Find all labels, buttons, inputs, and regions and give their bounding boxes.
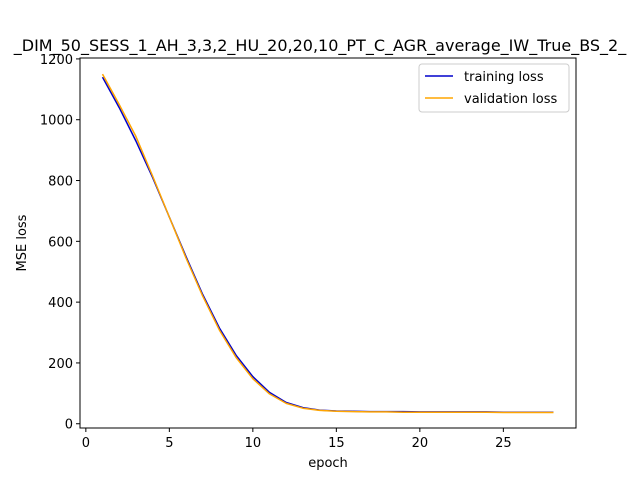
x-axis: 0 5 10 15 20 25 <box>82 428 512 451</box>
legend: training loss validation loss <box>418 63 570 113</box>
plot-lines <box>101 73 554 414</box>
plot-area-frame <box>79 57 577 429</box>
x-tick-label: 15 <box>328 436 345 451</box>
legend-box <box>418 63 570 113</box>
x-axis-label: epoch <box>308 456 348 471</box>
chart-title: _DIM_50_SESS_1_AH_3,3,2_HU_20,20,10_PT_C… <box>13 36 627 56</box>
y-tick-label: 800 <box>48 175 73 190</box>
x-tick-label: 10 <box>245 436 262 451</box>
series-line-training <box>101 76 554 413</box>
y-tick-label: 1000 <box>40 114 73 129</box>
y-tick-label: 600 <box>48 235 73 250</box>
x-tick-label: 20 <box>412 436 429 451</box>
y-tick-label: 400 <box>48 296 73 311</box>
series-line-validation <box>101 73 554 414</box>
legend-label-training: training loss <box>464 70 544 85</box>
legend-label-validation: validation loss <box>464 92 557 107</box>
x-tick-label: 25 <box>495 436 512 451</box>
x-tick-label: 5 <box>165 436 173 451</box>
x-tick-label: 0 <box>82 436 90 451</box>
y-tick-label: 0 <box>65 418 73 433</box>
y-tick-label: 200 <box>48 357 73 372</box>
y-axis: 0 200 400 600 800 1000 1200 <box>40 53 80 433</box>
y-tick-label: 1200 <box>40 53 73 68</box>
y-axis-label: MSE loss <box>15 214 30 271</box>
